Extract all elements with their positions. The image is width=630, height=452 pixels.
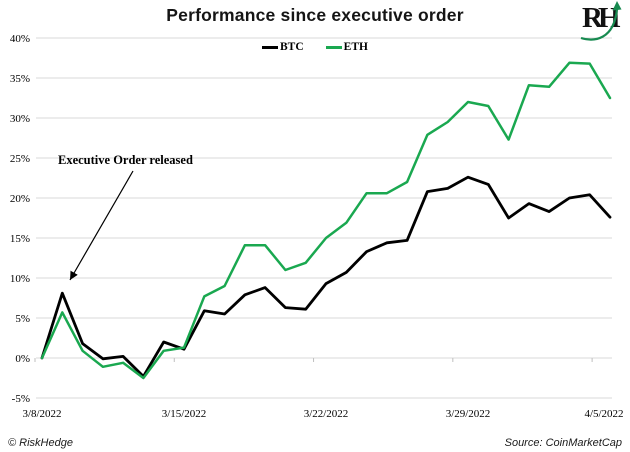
y-tick-label: 10%	[10, 273, 30, 285]
gridlines: 40% 35% 30% 25% 20% 15% 10% 5% 0% -5% 3/8/2022 3/15…	[10, 33, 624, 420]
chart-title: Performance since executive order	[166, 5, 464, 25]
legend-item-btc: BTC	[262, 41, 304, 53]
riskhedge-logo-arrow-icon	[580, 1, 622, 41]
riskhedge-logo: RH	[580, 1, 626, 45]
y-tick-label: 0%	[15, 353, 30, 365]
legend-label-btc: BTC	[280, 41, 304, 53]
legend-label-eth: ETH	[343, 41, 368, 53]
y-tick-label: 25%	[10, 153, 30, 165]
y-tick-label: 35%	[10, 73, 30, 85]
x-tick-label: 4/5/2022	[584, 408, 623, 420]
x-tick-label: 3/22/2022	[304, 408, 349, 420]
btc-line	[40, 175, 612, 378]
btc-line-swatch	[262, 45, 279, 49]
y-tick-label: 30%	[10, 113, 30, 125]
y-tick-label: 20%	[10, 193, 30, 205]
y-tick-label: 5%	[15, 313, 30, 325]
source-credit: Source: CoinMarketCap	[504, 437, 622, 449]
annotation-arrow-icon	[69, 170, 134, 281]
riskhedge-credit: © RiskHedge	[8, 437, 73, 449]
legend: BTC ETH	[0, 41, 630, 53]
eth-line-swatch	[325, 45, 342, 49]
series-lines	[40, 61, 612, 380]
eth-line	[40, 61, 612, 380]
x-tick-label: 3/8/2022	[22, 408, 61, 420]
annotation: Executive Order released	[58, 153, 193, 281]
y-tick-label: -5%	[12, 393, 30, 405]
annotation-label: Executive Order released	[58, 153, 193, 167]
y-tick-label: 40%	[10, 33, 30, 45]
x-tick-label: 3/29/2022	[446, 408, 491, 420]
y-tick-label: 15%	[10, 233, 30, 245]
legend-item-eth: ETH	[325, 41, 368, 53]
x-tick-label: 3/15/2022	[162, 408, 207, 420]
